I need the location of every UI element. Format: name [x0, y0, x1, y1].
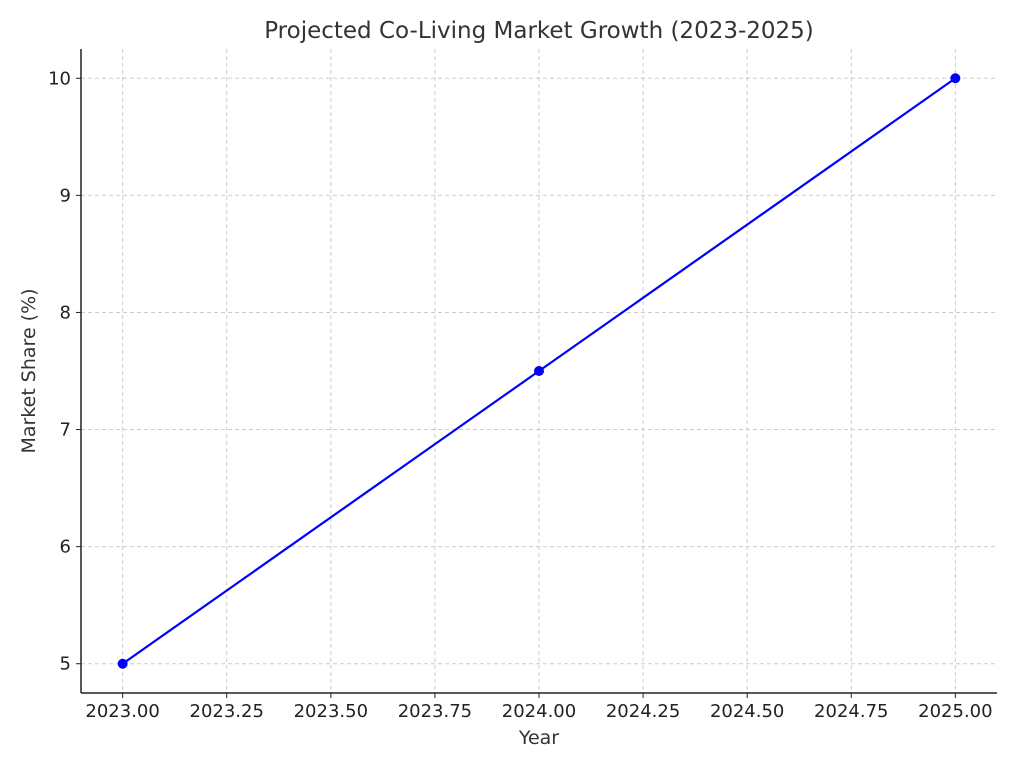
x-tick-label: 2023.25	[190, 701, 264, 722]
x-tick-label: 2024.75	[814, 701, 888, 722]
y-tick-label: 5	[60, 654, 71, 675]
ticks-layer: 2023.00 2023.25 2023.50 2023.75 2024.00 2024.…	[48, 68, 992, 722]
y-tick-label: 6	[60, 537, 71, 558]
data-point	[117, 658, 128, 669]
x-tick-label: 2023.50	[294, 701, 368, 722]
x-tick-label: 2025.00	[918, 701, 992, 722]
x-tick-label: 2024.50	[710, 701, 784, 722]
x-tick-label: 2023.00	[85, 701, 159, 722]
x-axis-label: Year	[518, 727, 559, 749]
y-tick-label: 9	[60, 185, 71, 206]
y-axis-label: Market Share (%)	[18, 288, 40, 453]
y-tick-label: 8	[60, 302, 71, 323]
data-point	[534, 366, 544, 376]
x-tick-label: 2024.00	[502, 701, 576, 722]
series-layer	[117, 73, 961, 669]
y-tick-label: 10	[48, 68, 71, 89]
x-tick-label: 2024.25	[606, 701, 680, 722]
x-tick-label: 2023.75	[398, 701, 472, 722]
chart-title: Projected Co-Living Market Growth (2023-…	[264, 18, 814, 44]
grid-layer	[81, 49, 997, 693]
y-tick-label: 7	[60, 420, 71, 441]
data-point	[950, 73, 961, 84]
